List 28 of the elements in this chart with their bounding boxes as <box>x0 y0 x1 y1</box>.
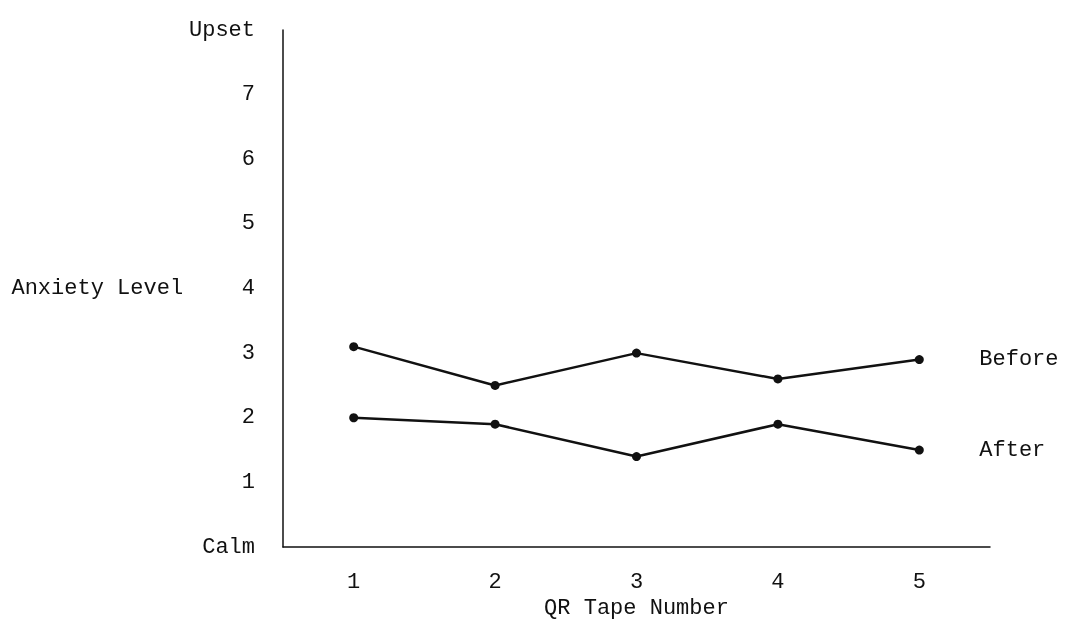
x-tick-label: 2 <box>488 569 502 595</box>
y-tick-label: Calm <box>202 534 255 560</box>
text: Before <box>979 347 1059 373</box>
x-axis-title: QR Tape Number <box>544 596 729 622</box>
point <box>773 419 783 429</box>
point <box>349 342 359 352</box>
y-tick-label: 3 <box>241 340 255 366</box>
point <box>914 355 924 365</box>
point <box>349 413 359 423</box>
point <box>490 380 500 390</box>
text: After <box>979 437 1046 463</box>
y-tick-label: 4 <box>241 276 255 301</box>
y-tick-label: 5 <box>241 211 255 237</box>
point <box>490 419 500 429</box>
point <box>632 452 641 462</box>
y-tick-label: Upset <box>188 17 255 43</box>
point <box>914 445 924 455</box>
x-tick-label: 3 <box>629 569 644 595</box>
x-tick-label: 4 <box>771 569 785 595</box>
y-tick-label: 6 <box>241 146 255 172</box>
point <box>632 348 641 358</box>
point <box>773 374 783 384</box>
x-tick-label: 1 <box>347 569 361 595</box>
y-tick-label: 2 <box>241 405 255 431</box>
y-tick-label: 1 <box>241 469 255 495</box>
x-tick-label: 5 <box>912 569 926 595</box>
y-axis-title: Anxiety Level <box>11 276 184 301</box>
y-tick-label: 7 <box>241 82 255 108</box>
